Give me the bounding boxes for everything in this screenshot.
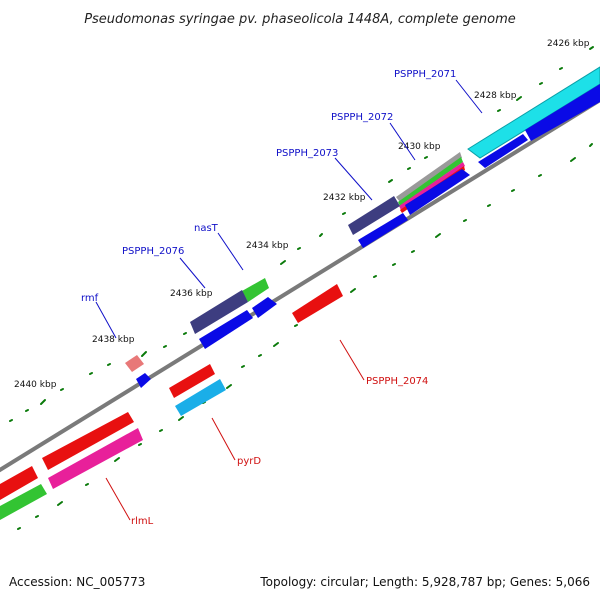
accession-text: Accession: NC_005773 [9, 575, 145, 589]
kbp-label-2432: 2432 kbp [323, 193, 366, 203]
gene-cyan-blue-upper[interactable] [525, 84, 600, 141]
gene-pspph-2074-red[interactable] [292, 284, 343, 323]
gene-pspph-2076-blue[interactable] [199, 310, 253, 349]
gene-pspph-2071-blue[interactable] [478, 134, 528, 168]
gene-label-rlml[interactable]: rlmL [131, 516, 154, 527]
gene-labels: PSPPH_2071 PSPPH_2072 PSPPH_2073 nasT PS… [81, 69, 456, 527]
gene-pspph-2073-blue[interactable] [358, 213, 408, 248]
gene-nast-green[interactable] [242, 278, 269, 302]
gene-label-pspph-2076[interactable]: PSPPH_2076 [122, 246, 184, 257]
gene-pspph-2076-slate[interactable] [190, 290, 248, 334]
gene-rlml-pink[interactable] [48, 428, 143, 489]
map-title: Pseudomonas syringae pv. phaseolicola 14… [84, 12, 516, 27]
label-leaders [95, 79, 483, 521]
gene-label-rmf[interactable]: rmf [81, 293, 99, 304]
gene-pyrd-red[interactable] [169, 364, 215, 398]
gene-pyrd-skyblue[interactable] [175, 379, 226, 416]
gene-2430-blue[interactable] [405, 169, 470, 215]
gene-label-pspph-2071[interactable]: PSPPH_2071 [394, 69, 456, 80]
kbp-label-2430: 2430 kbp [398, 142, 441, 152]
kbp-label-2428: 2428 kbp [474, 91, 517, 101]
gene-label-nast[interactable]: nasT [194, 223, 219, 234]
gene-left-green[interactable] [0, 484, 47, 520]
kbp-label-2436: 2436 kbp [170, 289, 213, 299]
gene-pspph-2072-green[interactable] [398, 157, 463, 206]
gene-left-red[interactable] [0, 466, 38, 500]
gene-nast-blue[interactable] [252, 297, 277, 318]
kbp-label-2426: 2426 kbp [547, 39, 590, 49]
gene-pspph-2073-slate[interactable] [348, 196, 400, 235]
gene-label-pspph-2072[interactable]: PSPPH_2072 [331, 112, 393, 123]
gene-pspph-2072-gray[interactable] [396, 152, 462, 202]
minus-strand-genes [48, 284, 343, 489]
gene-label-pspph-2074[interactable]: PSPPH_2074 [366, 376, 428, 387]
gene-rmf-salmon[interactable] [125, 355, 144, 372]
coordinate-labels: 2426 kbp 2428 kbp 2430 kbp 2432 kbp 2434… [14, 39, 590, 390]
gene-pspph-2071-cyan[interactable] [467, 66, 600, 159]
gene-pspph-2072-pink[interactable] [399, 162, 465, 210]
genome-backbone [0, 97, 600, 473]
kbp-label-2440: 2440 kbp [14, 380, 57, 390]
kbp-label-2438: 2438 kbp [92, 335, 135, 345]
kbp-label-2434: 2434 kbp [246, 241, 289, 251]
genome-summary-text: Topology: circular; Length: 5,928,787 bp… [259, 575, 590, 589]
gene-label-pspph-2073[interactable]: PSPPH_2073 [276, 148, 338, 159]
gene-rmf-blue[interactable] [136, 373, 151, 388]
gene-rlml-red[interactable] [42, 412, 134, 470]
gene-label-pyrd[interactable]: pyrD [237, 456, 261, 467]
plus-strand-genes [0, 66, 600, 520]
